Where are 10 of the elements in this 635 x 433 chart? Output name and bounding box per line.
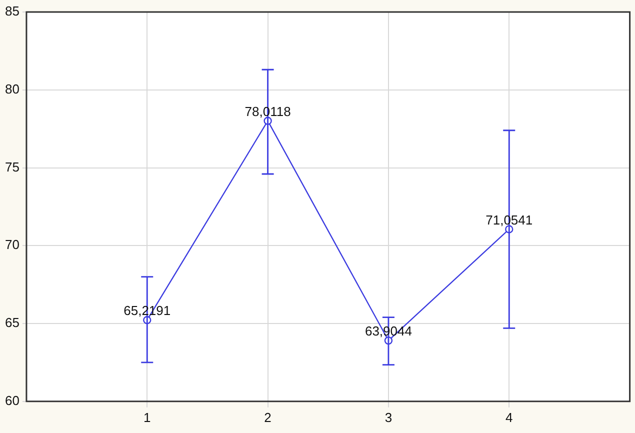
x-tick-label: 4 <box>506 410 513 425</box>
y-tick-label: 60 <box>4 392 20 408</box>
x-tick-label: 1 <box>144 410 151 425</box>
y-tick-label: 80 <box>4 81 20 96</box>
x-tick-label: 3 <box>384 410 392 425</box>
y-tick-label: 85 <box>4 4 20 19</box>
x-tick-label: 2 <box>264 410 272 425</box>
y-tick-label: 75 <box>4 159 20 174</box>
y-tick-label: 70 <box>4 237 20 252</box>
y-tick-label: 65 <box>4 315 20 330</box>
